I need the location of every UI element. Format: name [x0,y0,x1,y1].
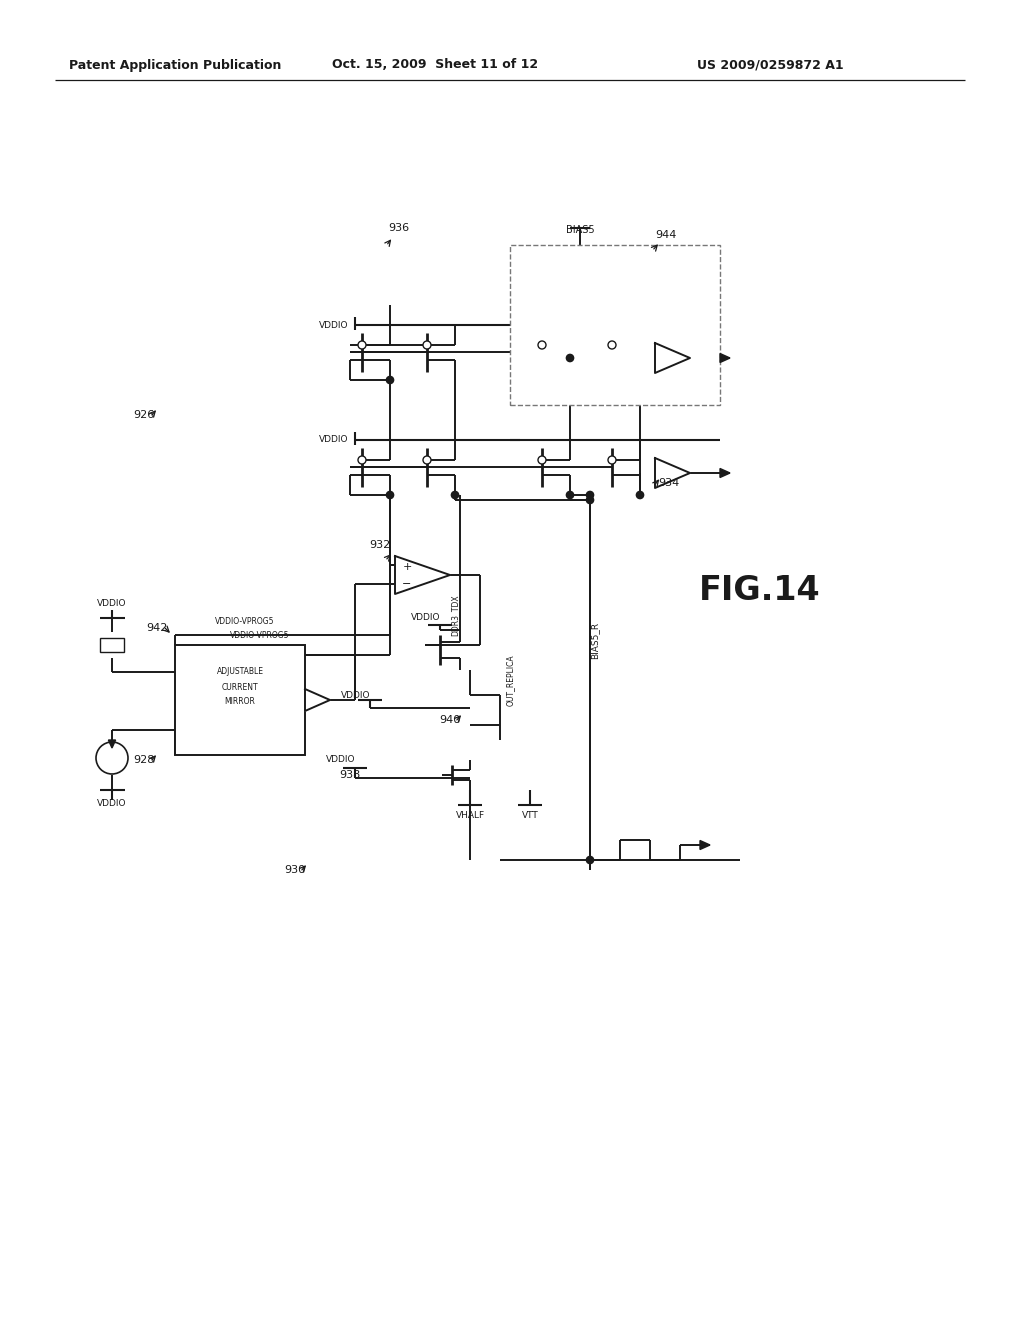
Polygon shape [720,354,730,363]
Text: VDDIO: VDDIO [97,598,127,607]
Bar [175,645,305,755]
Polygon shape [720,469,730,478]
Text: VDDIO-VPROG5: VDDIO-VPROG5 [215,618,274,627]
Circle shape [608,341,616,348]
Polygon shape [395,556,450,594]
Text: MIRROR: MIRROR [224,697,255,706]
Circle shape [587,496,594,503]
Text: 940: 940 [438,715,460,725]
Text: 936: 936 [388,223,410,234]
Text: VDDIO: VDDIO [326,755,355,764]
Text: 928: 928 [133,755,155,766]
Circle shape [423,455,431,465]
Text: DDR3_TDX: DDR3_TDX [451,594,460,636]
Bar [100,638,124,652]
Text: Oct. 15, 2009  Sheet 11 of 12: Oct. 15, 2009 Sheet 11 of 12 [332,58,538,71]
Text: 942: 942 [146,623,168,634]
Text: VTT: VTT [521,810,539,820]
Text: 930: 930 [284,865,305,875]
Text: 926: 926 [134,411,155,420]
Circle shape [386,376,393,384]
Text: BIAS5: BIAS5 [565,224,594,235]
Text: VDDIO: VDDIO [97,799,127,808]
Circle shape [566,491,573,499]
Circle shape [587,491,594,499]
Circle shape [538,341,546,348]
Polygon shape [655,343,690,374]
Text: CURRENT: CURRENT [221,682,258,692]
Text: 944: 944 [655,230,677,240]
Circle shape [637,491,643,499]
Text: US 2009/0259872 A1: US 2009/0259872 A1 [696,58,844,71]
Circle shape [608,455,616,465]
Text: 932: 932 [369,540,390,550]
Bar [510,246,720,405]
Text: BIAS5_R: BIAS5_R [591,622,599,659]
Text: FIG.14: FIG.14 [699,573,821,606]
Text: Patent Application Publication: Patent Application Publication [69,58,282,71]
Polygon shape [700,841,710,850]
Text: VDDIO-VPROG5: VDDIO-VPROG5 [230,631,290,639]
Polygon shape [655,458,690,488]
Text: ADJUSTABLE: ADJUSTABLE [216,668,263,676]
Text: +: + [402,562,412,572]
Text: VHALF: VHALF [456,810,484,820]
Circle shape [587,857,594,863]
Text: VDDIO: VDDIO [318,321,348,330]
Circle shape [538,455,546,465]
Text: VDDIO: VDDIO [341,690,370,700]
Circle shape [452,491,459,499]
Circle shape [358,455,366,465]
Circle shape [96,742,128,774]
Text: 938: 938 [339,770,360,780]
Text: OUT_REPLICA: OUT_REPLICA [506,655,514,706]
Text: VDDIO: VDDIO [411,612,440,622]
Polygon shape [305,689,330,711]
Polygon shape [109,741,116,748]
Circle shape [358,341,366,348]
Circle shape [423,341,431,348]
Circle shape [386,491,393,499]
Circle shape [566,355,573,362]
Text: −: − [402,579,412,589]
Text: VDDIO: VDDIO [318,436,348,445]
Text: 934: 934 [658,478,679,488]
